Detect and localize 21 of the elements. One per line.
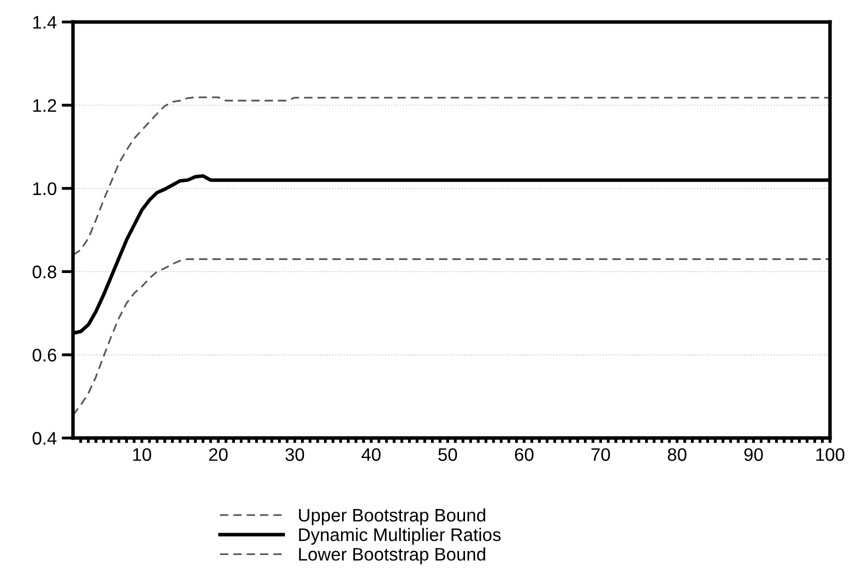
x-tick-label: 70 [591,448,610,461]
y-tick-label: 0.6 [32,348,56,362]
y-tick-label: 0.4 [32,432,56,445]
y-tick-label: 1.0 [33,182,56,196]
x-tick-label: 20 [209,448,228,461]
x-tick-label: 30 [285,448,304,461]
x-tick-label: 60 [515,448,534,461]
x-tick-label: 80 [668,448,686,461]
x-tick-label: 10 [133,448,152,461]
x-tick-label: 40 [362,448,381,461]
y-tick-label: 1.4 [33,16,56,29]
x-tick-label: 50 [438,448,458,461]
x-tick-label: 90 [744,448,763,461]
y-tick-label: 0.8 [32,266,56,278]
legend-label: Upper Bootstrap Bound [299,508,486,526]
legend-label: Lower Bootstrap Bound [299,547,486,564]
line-series [73,258,830,416]
y-tick-label: 1.2 [33,99,56,112]
line-series [73,96,830,256]
legend-label: Dynamic Multiplier Ratios [299,528,501,545]
x-tick-label: 100 [816,448,844,461]
